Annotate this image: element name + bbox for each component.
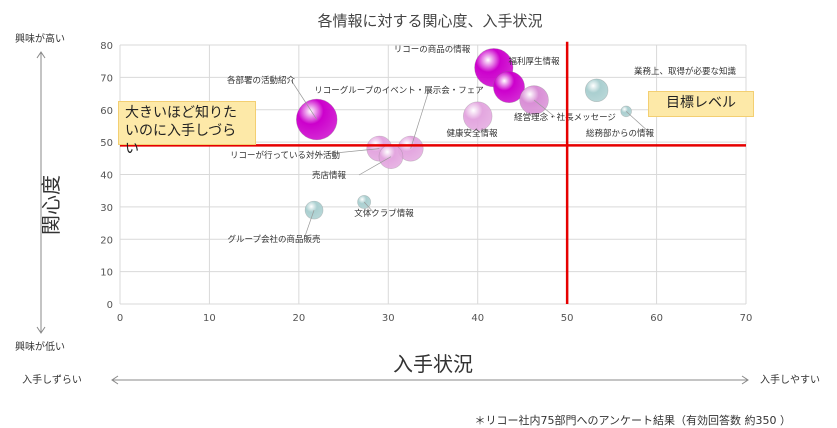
interest-arrow [36, 51, 46, 334]
bubble-label: 文体クラブ情報 [354, 208, 414, 219]
y-tick-label: 80 [100, 41, 113, 52]
y-tick-label: 60 [100, 106, 113, 117]
bubble-label: リコーが行っている対外活動 [230, 150, 340, 161]
footnote: ＊リコー社内75部門へのアンケート結果（有効回答数 約350 ） [474, 414, 791, 427]
access-easy-label: 入手しやすい [760, 373, 820, 386]
bubble-point [493, 71, 525, 103]
x-tick-labels: 0 10 20 30 40 50 60 70 [117, 313, 753, 324]
y-tick-label: 10 [100, 268, 113, 279]
bubble-label: リコーの商品の情報 [394, 44, 471, 55]
leader-line [533, 99, 556, 118]
bubble-label: 売店情報 [312, 170, 347, 181]
bubble-label: 総務部からの情報 [586, 128, 655, 139]
bubble-label: 福利厚生情報 [508, 56, 560, 67]
leader-line [303, 209, 315, 240]
bubble-point [584, 78, 609, 103]
x-axis-label: 入手状況 [393, 352, 473, 376]
y-tick-label: 70 [100, 73, 113, 84]
x-tick-label: 20 [292, 313, 305, 324]
x-tick-label: 50 [561, 313, 574, 324]
callout-want-but-hard: 大きいほど知りたいのに入手しづらい [118, 101, 256, 157]
x-tick-label: 10 [203, 313, 216, 324]
leader-line [314, 148, 380, 156]
leader-line [410, 89, 430, 149]
y-tick-label: 50 [100, 138, 113, 149]
reference-lines [120, 41, 746, 304]
x-tick-label: 60 [650, 313, 663, 324]
y-tick-label: 20 [100, 235, 113, 246]
leader-line [290, 79, 318, 120]
x-tick-label: 70 [740, 313, 753, 324]
y-tick-labels: 0 10 20 30 40 50 60 70 80 [100, 41, 113, 311]
leader-line [358, 156, 392, 176]
interest-low-label: 興味が低い [15, 340, 65, 353]
chart-title: 各情報に対する関心度、入手状況 [317, 12, 542, 30]
bubble-point [357, 195, 372, 209]
access-hard-label: 入手しずらい [22, 373, 82, 386]
y-tick-label: 40 [100, 171, 113, 182]
interest-high-label: 興味が高い [15, 32, 65, 45]
bubble-label: 健康安全情報 [446, 128, 498, 139]
bubble-labels: リコーの商品の情報福利厚生情報業務上、取得が必要な知識経営理念・社長メッセージ総… [227, 44, 737, 245]
bubble-label: グループ会社の商品販売 [228, 234, 321, 245]
gridlines [119, 44, 747, 305]
x-tick-label: 0 [117, 313, 123, 324]
y-tick-label: 0 [107, 300, 113, 311]
y-tick-label: 30 [100, 203, 113, 214]
bubble-label: リコーグループのイベント・展示会・フェア [314, 85, 484, 96]
bubble-point [463, 101, 493, 131]
y-axis-label: 関心度 [39, 175, 63, 235]
leader-line [625, 111, 651, 134]
bubble-point [519, 85, 549, 115]
leader-line [363, 201, 375, 214]
x-tick-label: 40 [471, 313, 484, 324]
callout-target-level: 目標レベル [648, 91, 754, 117]
access-arrow [111, 375, 749, 385]
x-tick-label: 30 [382, 313, 395, 324]
bubble-label: 業務上、取得が必要な知識 [634, 66, 737, 77]
bubble-label: 各部署の活動紹介 [227, 75, 296, 86]
bubble-label: 経営理念・社長メッセージ [514, 112, 616, 123]
